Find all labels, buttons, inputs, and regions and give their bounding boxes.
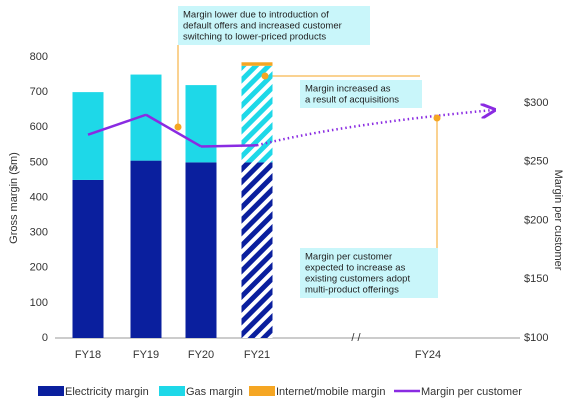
annotation-text: Margin increased as bbox=[305, 84, 391, 95]
annotation-text: default offers and increased customer bbox=[183, 21, 342, 32]
x-tick-label: FY20 bbox=[188, 349, 214, 361]
line-segment bbox=[145, 113, 202, 148]
annotation-dot bbox=[433, 114, 441, 122]
annotation-box bbox=[178, 6, 370, 45]
y-tick-label: 600 bbox=[30, 121, 48, 133]
legend-label: Electricity margin bbox=[65, 386, 149, 398]
x-tick-label: FY19 bbox=[133, 349, 159, 361]
y-axis-label: Gross margin ($m) bbox=[8, 152, 20, 244]
legend-label: Margin per customer bbox=[421, 386, 522, 398]
annotation-box bbox=[300, 80, 422, 108]
y-tick-label: 700 bbox=[30, 86, 48, 98]
y2-axis-label: Margin per customer bbox=[552, 170, 564, 271]
y2-tick-label: $100 bbox=[524, 332, 548, 344]
annotation-text: switching to lower-priced products bbox=[183, 32, 326, 43]
annotation-text: multi-product offerings bbox=[305, 285, 399, 296]
y2-tick-label: $300 bbox=[524, 97, 548, 109]
annotation-text: existing customers adopt bbox=[305, 274, 410, 285]
bar-segment bbox=[241, 65, 273, 163]
annotation-dot bbox=[174, 123, 182, 131]
y-tick-label: 800 bbox=[30, 51, 48, 63]
bar-segment bbox=[72, 179, 104, 338]
y2-tick-label: $250 bbox=[524, 156, 548, 168]
annotation-dot bbox=[261, 72, 269, 80]
y-tick-label: 500 bbox=[30, 156, 48, 168]
legend-swatch bbox=[159, 386, 185, 396]
bar-segment bbox=[185, 85, 217, 163]
y-tick-label: 400 bbox=[30, 191, 48, 203]
annotation-text: a result of acquisitions bbox=[305, 95, 399, 106]
x-tick-label: FY24 bbox=[415, 349, 441, 361]
annotation-text: expected to increase as bbox=[305, 263, 406, 274]
legend-swatch bbox=[38, 386, 64, 396]
annotation-text: Margin lower due to introduction of bbox=[183, 10, 329, 21]
line-segment bbox=[87, 113, 147, 136]
bar-segment bbox=[72, 92, 104, 180]
y-tick-label: 200 bbox=[30, 262, 48, 274]
line-segment bbox=[200, 144, 258, 148]
x-tick-label: FY21 bbox=[244, 349, 270, 361]
bar-segment bbox=[241, 62, 273, 66]
bar-segment bbox=[185, 162, 217, 338]
annotation-box bbox=[300, 248, 438, 298]
line-segment bbox=[256, 110, 493, 147]
legend-label: Gas margin bbox=[186, 386, 243, 398]
bar-segment bbox=[241, 162, 273, 338]
annotation-text: Margin per customer bbox=[305, 252, 392, 263]
y-tick-label: 300 bbox=[30, 227, 48, 239]
legend-label: Internet/mobile margin bbox=[276, 386, 385, 398]
y-tick-label: 0 bbox=[42, 332, 48, 344]
legend-swatch bbox=[249, 386, 275, 396]
y2-tick-label: $200 bbox=[524, 214, 548, 226]
y2-tick-label: $150 bbox=[524, 273, 548, 285]
bar-segment bbox=[130, 160, 162, 338]
axis-break: / / bbox=[351, 332, 361, 344]
x-tick-label: FY18 bbox=[75, 349, 101, 361]
y-tick-label: 100 bbox=[30, 297, 48, 309]
